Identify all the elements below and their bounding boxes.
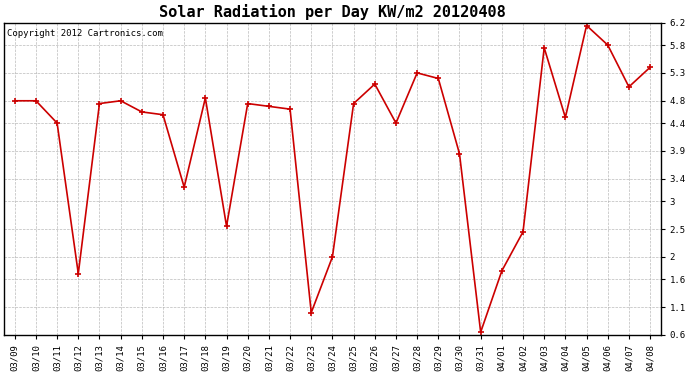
- Text: Copyright 2012 Cartronics.com: Copyright 2012 Cartronics.com: [8, 29, 164, 38]
- Title: Solar Radiation per Day KW/m2 20120408: Solar Radiation per Day KW/m2 20120408: [159, 4, 506, 20]
